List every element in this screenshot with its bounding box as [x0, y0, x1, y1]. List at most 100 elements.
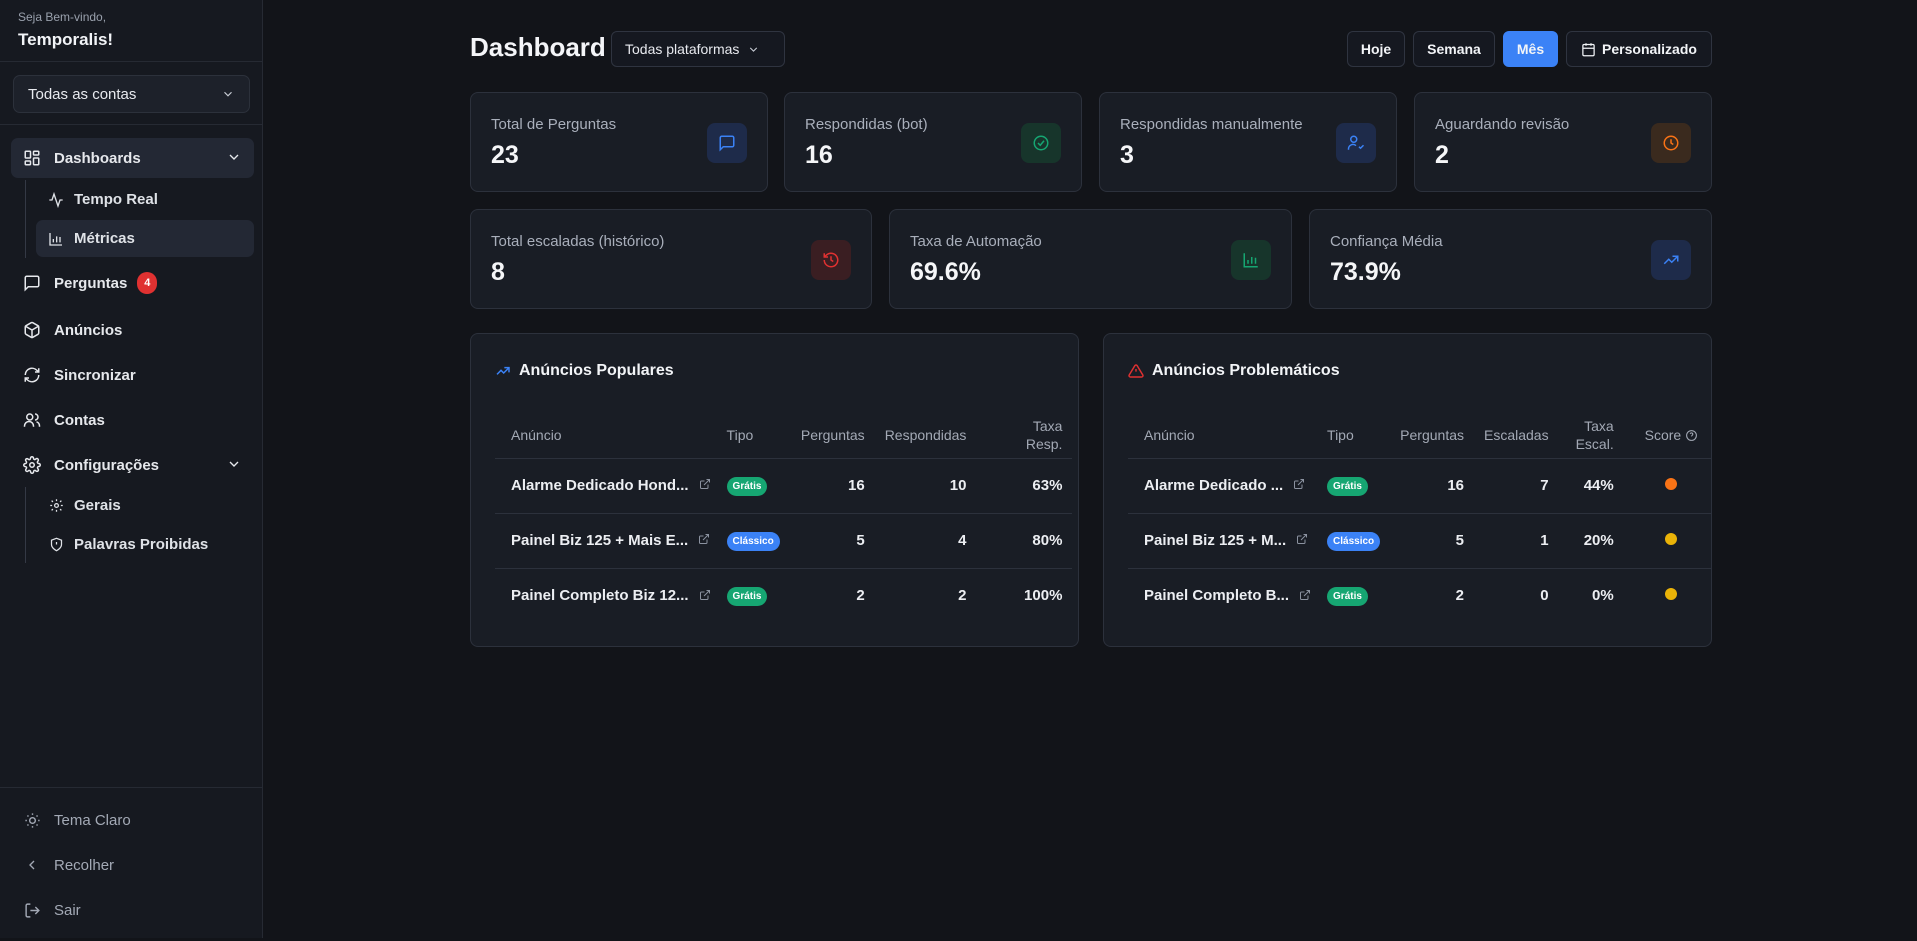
sun-icon	[23, 811, 41, 829]
tipo-badge: Clássico	[1327, 531, 1381, 551]
table-row[interactable]: Painel Completo Biz 12... Grátis 2 2 100…	[495, 568, 1072, 623]
period-semana-button[interactable]: Semana	[1413, 31, 1495, 67]
tipo-cell: Clássico	[720, 513, 790, 569]
period-hoje-label: Hoje	[1360, 41, 1392, 57]
nav-dashboards-label: Dashboards	[54, 149, 141, 167]
table-row[interactable]: Alarme Dedicado Hond... Grátis 16 10 63%	[495, 458, 1073, 514]
ad-name-cell: Painel Biz 125 + M...	[1128, 513, 1322, 569]
ad-name-cell: Alarme Dedicado Hond...	[495, 458, 721, 514]
period-personalizado-button[interactable]: Personalizado	[1566, 31, 1712, 67]
logout-label: Sair	[54, 901, 81, 919]
nav-sincronizar[interactable]: Sincronizar	[11, 355, 254, 395]
popular-ads-title-text: Anúncios Populares	[519, 362, 674, 379]
history-icon	[811, 240, 851, 280]
period-hoje-button[interactable]: Hoje	[1347, 31, 1405, 67]
ad-name-cell: Alarme Dedicado ...	[1128, 458, 1322, 514]
nav-configuracoes-label: Configurações	[54, 456, 160, 474]
ad-name-cell: Painel Biz 125 + Mais E...	[495, 513, 721, 569]
external-link-icon[interactable]	[1293, 477, 1305, 494]
table-header-row: Anúncio Tipo Perguntas Respondidas Taxa R…	[495, 412, 1073, 459]
stat-value: 3	[1120, 141, 1134, 169]
nav-tempo-real[interactable]: Tempo Real	[36, 181, 254, 218]
nav-metricas[interactable]: Métricas	[36, 220, 254, 257]
message-icon	[707, 123, 747, 163]
user-check-icon	[1336, 123, 1376, 163]
nav-contas[interactable]: Contas	[11, 400, 254, 440]
taxa-cell: 100%	[1024, 587, 1063, 605]
bar-chart-icon	[48, 231, 64, 247]
stat-label: Taxa de Automação	[910, 233, 1042, 250]
nav-dashboards[interactable]: Dashboards	[11, 138, 254, 178]
tree-line	[25, 180, 26, 258]
divider	[0, 787, 262, 788]
ad-name: Alarme Dedicado Hond...	[511, 476, 689, 494]
nav-anuncios-label: Anúncios	[54, 321, 123, 339]
chevron-down-icon	[229, 461, 239, 467]
table-row[interactable]: Alarme Dedicado ... Grátis 16 7 44%	[1128, 458, 1711, 514]
stat-card-respondidas-manual: Respondidas manualmente 3	[1099, 92, 1397, 192]
stat-value: 2	[1435, 141, 1449, 169]
popular-ads-table: Anúncio Tipo Perguntas Respondidas Taxa R…	[495, 412, 1073, 623]
settings-icon	[23, 456, 41, 474]
respondidas-cell: 10	[874, 458, 977, 514]
nav-configuracoes[interactable]: Configurações	[11, 445, 254, 485]
nav-sincronizar-label: Sincronizar	[54, 366, 136, 384]
help-circle-icon[interactable]	[1685, 429, 1698, 442]
nav-palavras-proibidas[interactable]: Palavras Proibidas	[36, 526, 254, 563]
tipo-badge: Grátis	[1327, 586, 1368, 606]
logout-button[interactable]: Sair	[11, 890, 254, 930]
score-cell	[1623, 458, 1711, 514]
nav-gerais[interactable]: Gerais	[36, 487, 254, 524]
tipo-cell: Clássico	[1321, 513, 1391, 569]
nav-anuncios[interactable]: Anúncios	[11, 310, 254, 350]
external-link-icon[interactable]	[699, 588, 711, 605]
stat-label: Confiança Média	[1330, 233, 1443, 250]
package-icon	[23, 321, 41, 339]
platform-select[interactable]: Todas plataformas	[611, 31, 785, 67]
external-link-icon[interactable]	[699, 477, 711, 494]
users-icon	[23, 411, 41, 429]
divider	[0, 124, 262, 125]
tipo-cell: Grátis	[721, 568, 790, 623]
nav-perguntas[interactable]: Perguntas 4	[11, 263, 254, 303]
bar-chart-icon	[1231, 240, 1271, 280]
tipo-badge: Clássico	[726, 531, 780, 551]
refresh-icon	[23, 366, 41, 384]
activity-icon	[48, 191, 64, 208]
clock-icon	[1651, 123, 1691, 163]
external-link-icon[interactable]	[1296, 532, 1308, 549]
score-cell	[1623, 513, 1711, 569]
gear-icon	[48, 498, 64, 514]
account-select[interactable]: Todas as contas	[13, 75, 250, 113]
period-semana-label: Semana	[1427, 41, 1481, 57]
collapse-button[interactable]: Recolher	[11, 845, 254, 885]
alert-triangle-icon	[1128, 363, 1144, 379]
nav-tempo-real-label: Tempo Real	[74, 191, 158, 208]
stat-card-aguardando: Aguardando revisão 2	[1414, 92, 1712, 192]
tipo-badge: Grátis	[726, 476, 768, 496]
col-taxa-escal: Taxa Escal.	[1558, 412, 1624, 459]
col-tipo: Tipo	[720, 412, 790, 459]
external-link-icon[interactable]	[698, 532, 710, 549]
external-link-icon[interactable]	[1299, 588, 1311, 605]
problem-ads-title-text: Anúncios Problemáticos	[1152, 362, 1340, 379]
stat-value: 23	[491, 141, 519, 169]
greeting-block: Seja Bem-vindo, Temporalis!	[0, 0, 262, 62]
col-respondidas: Respondidas	[874, 412, 977, 459]
collapse-label: Recolher	[54, 856, 115, 874]
table-row[interactable]: Painel Biz 125 + M... Clássico 5 1 20%	[1128, 513, 1711, 569]
dashboard-icon	[23, 149, 41, 167]
taxa-cell: 63%	[976, 458, 1073, 514]
perguntas-cell: 16	[789, 458, 875, 514]
table-row[interactable]: Painel Biz 125 + Mais E... Clássico 5 4 …	[495, 513, 1073, 569]
table-row[interactable]: Painel Completo B... Grátis 2 0 0%	[1128, 568, 1711, 623]
perguntas-cell: 2	[1455, 587, 1464, 605]
theme-toggle[interactable]: Tema Claro	[11, 800, 254, 840]
stat-card-automacao: Taxa de Automação 69.6%	[889, 209, 1292, 309]
score-dot	[1665, 478, 1678, 490]
col-score-label: Score	[1644, 426, 1682, 443]
page-title: Dashboard	[470, 32, 606, 62]
col-anuncio: Anúncio	[495, 412, 721, 459]
period-mes-button[interactable]: Mês	[1503, 31, 1558, 67]
ad-name: Painel Completo B...	[1144, 586, 1290, 604]
